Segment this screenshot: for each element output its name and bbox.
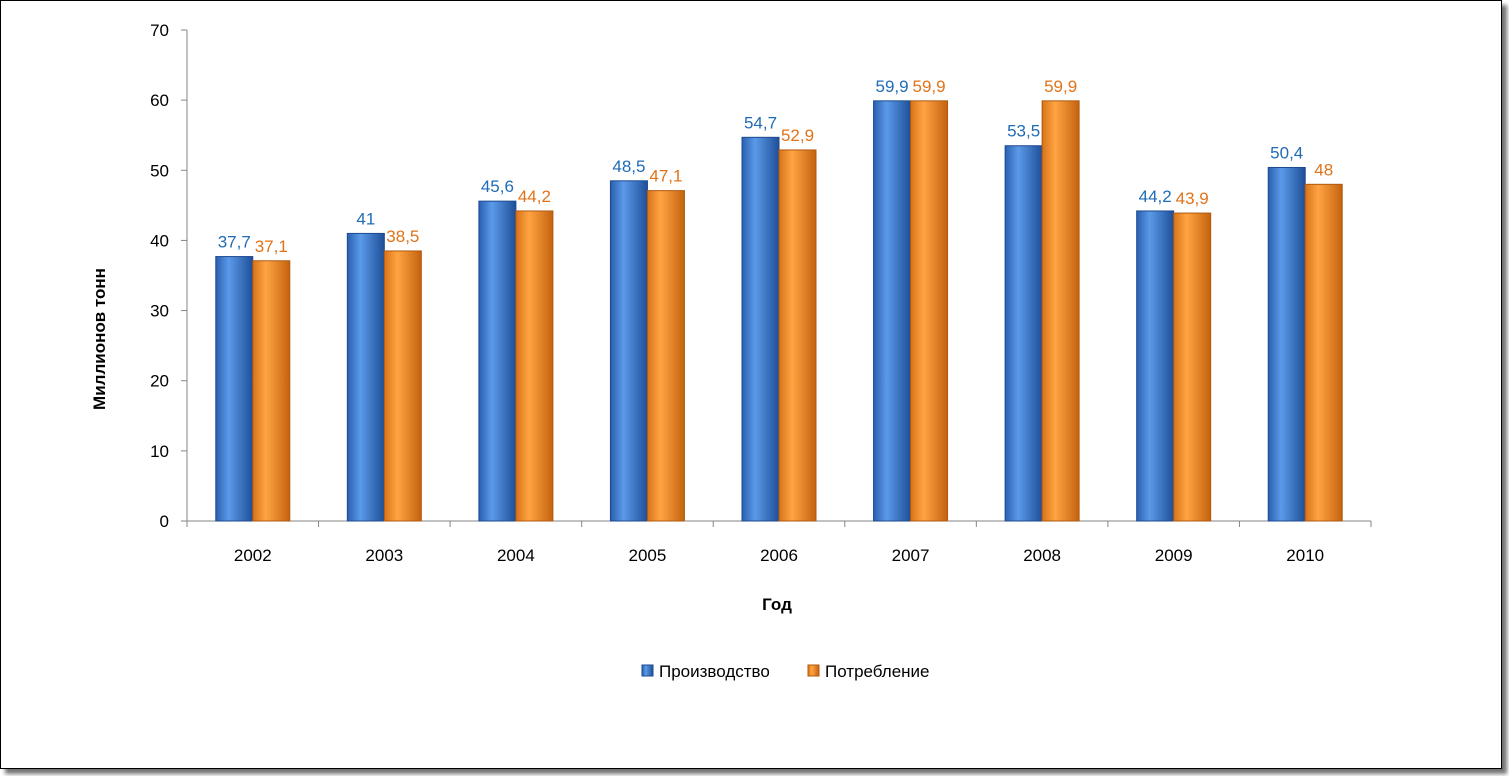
consumption-data-label: 52,9: [781, 126, 814, 145]
production-data-label: 59,9: [876, 77, 909, 96]
production-bar: [1267, 166, 1306, 522]
consumption-data-label: 37,1: [255, 237, 288, 256]
consumption-data-label: 47,1: [649, 167, 682, 186]
consumption-bar: [1041, 100, 1080, 522]
legend: Производство Потребление: [641, 662, 930, 681]
y-axis-title: Миллионов тонн: [90, 268, 109, 410]
consumption-bar: [778, 149, 817, 522]
consumption-data-label: 43,9: [1176, 189, 1209, 208]
production-bar: [873, 100, 912, 522]
consumption-data-label: 44,2: [518, 187, 551, 206]
production-bar: [478, 200, 517, 522]
y-tick-label: 50: [150, 161, 169, 180]
production-data-label: 50,4: [1270, 143, 1303, 162]
x-tick-label: 2004: [497, 546, 535, 565]
production-data-label: 54,7: [744, 113, 777, 132]
y-tick-label: 40: [150, 231, 169, 250]
bars: [215, 100, 1343, 522]
production-data-label: 45,6: [481, 177, 514, 196]
consumption-data-label: 59,9: [913, 77, 946, 96]
consumption-bar: [383, 250, 422, 522]
data-labels: 37,7 37,14138,545,644,248,547,154,752,959…: [218, 77, 1333, 256]
x-tick-label: 2003: [365, 546, 403, 565]
y-tick-label: 60: [150, 91, 169, 110]
axes: 0 10 20 30 40 50 60 70 2002 2003 2004 2005 2006 2007 2…: [150, 21, 1372, 565]
x-axis-title: Год: [762, 595, 792, 614]
x-tick-label: 2002: [234, 546, 272, 565]
consumption-legend-swatch: [807, 664, 820, 677]
x-tick-label: 2005: [629, 546, 667, 565]
production-bar: [1136, 210, 1175, 522]
y-tick-label: 70: [150, 21, 169, 40]
production-data-label: 37,7: [218, 233, 251, 252]
y-tick-label: 0: [160, 512, 169, 531]
production-bar: [346, 232, 385, 522]
consumption-bar: [646, 190, 685, 522]
x-tick-label: 2010: [1286, 546, 1324, 565]
x-tick-label: 2008: [1023, 546, 1061, 565]
production-data-label: 48,5: [612, 157, 645, 176]
production-bar: [1004, 145, 1043, 522]
production-legend-label: Производство: [659, 662, 770, 681]
consumption-legend-label: Потребление: [825, 662, 930, 681]
x-tick-label: 2006: [760, 546, 798, 565]
production-data-label: 53,5: [1007, 122, 1040, 141]
consumption-bar: [1304, 183, 1343, 522]
consumption-data-label: 38,5: [386, 227, 419, 246]
x-tick-label: 2007: [892, 546, 930, 565]
x-tick-label: 2009: [1155, 546, 1193, 565]
consumption-bar: [910, 100, 949, 522]
consumption-bar: [1173, 212, 1212, 522]
production-bar: [215, 256, 254, 522]
y-tick-label: 20: [150, 372, 169, 391]
y-tick-label: 30: [150, 302, 169, 321]
consumption-bar: [515, 210, 554, 522]
y-tick-label: 10: [150, 442, 169, 461]
consumption-bar: [252, 260, 291, 522]
production-bar: [609, 180, 648, 522]
production-legend-swatch: [641, 664, 654, 677]
production-data-label: 44,2: [1139, 187, 1172, 206]
consumption-data-label: 48: [1314, 160, 1333, 179]
production-data-label: 41: [356, 209, 375, 228]
production-bar: [741, 136, 780, 522]
consumption-data-label: 59,9: [1044, 77, 1077, 96]
